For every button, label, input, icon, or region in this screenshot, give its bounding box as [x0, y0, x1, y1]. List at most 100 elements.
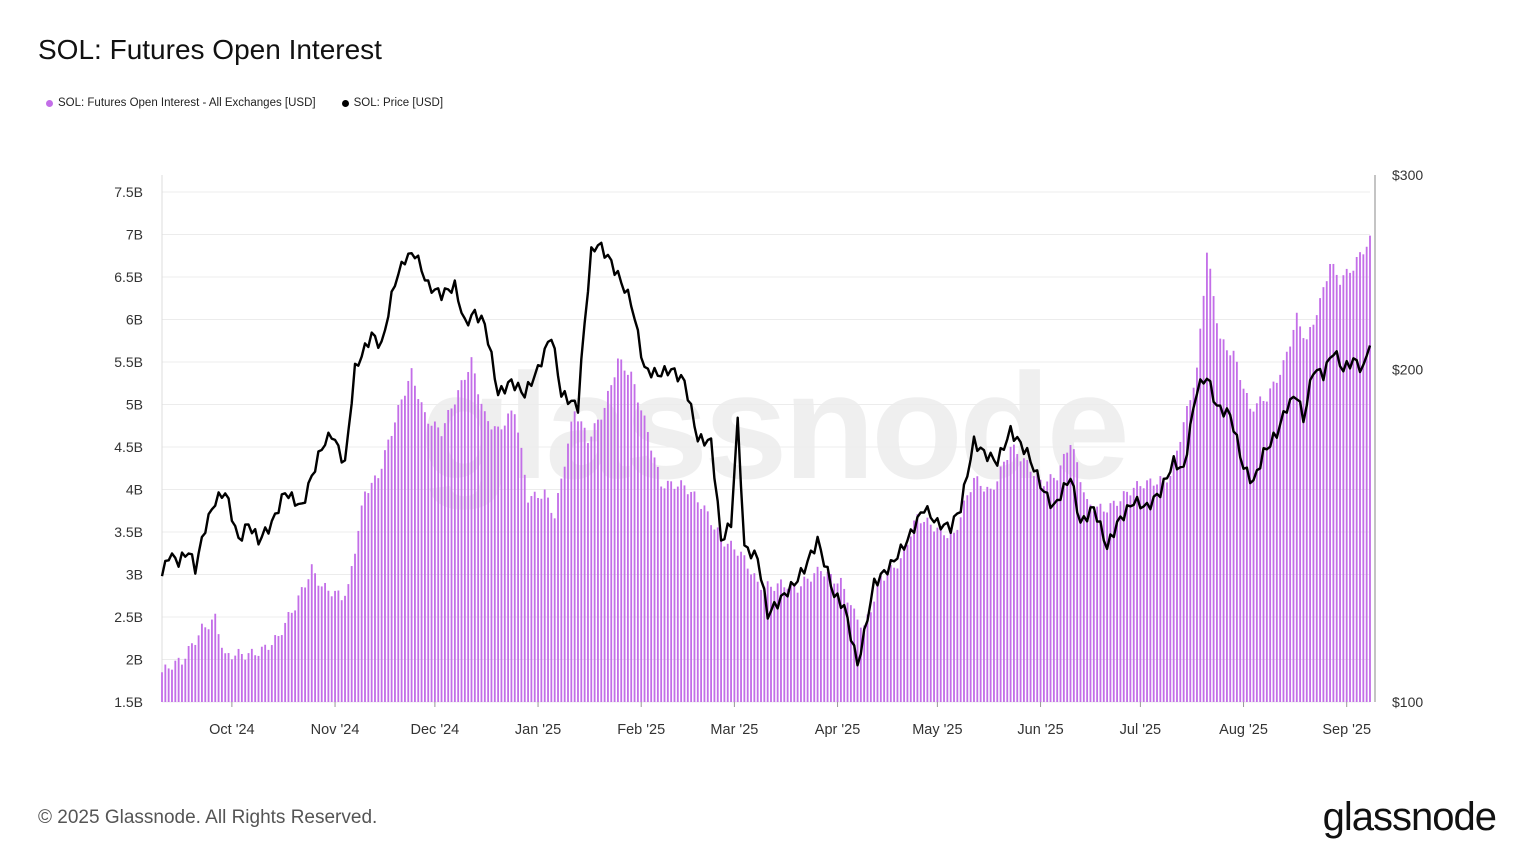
oi-bar	[899, 558, 902, 702]
oi-bar	[553, 518, 556, 702]
oi-bar	[663, 488, 666, 702]
y-tick-label: 3B	[126, 567, 143, 583]
oi-bar	[334, 590, 336, 702]
chart-title: SOL: Futures Open Interest	[38, 34, 382, 65]
brand-logo[interactable]: glassnode	[1322, 795, 1497, 839]
oi-bar	[310, 564, 313, 702]
oi-bar	[267, 649, 270, 702]
oi-bar	[1332, 263, 1335, 702]
oi-bar	[1089, 504, 1092, 702]
legend-item-price[interactable]: SOL: Price [USD]	[341, 97, 444, 109]
oi-bar	[567, 443, 569, 702]
oi-bar	[743, 555, 746, 702]
legend-item-open-interest[interactable]: SOL: Futures Open Interest - All Exchang…	[46, 97, 316, 109]
oi-bar	[237, 648, 240, 702]
x-tick-label: Oct '24	[209, 722, 254, 738]
y-tick-label: 6B	[126, 312, 143, 328]
oi-bar	[217, 634, 220, 702]
oi-bar	[550, 512, 553, 702]
oi-bar	[197, 635, 200, 702]
oi-bar	[1186, 406, 1188, 702]
oi-bar	[370, 482, 373, 702]
oi-bar	[340, 600, 343, 702]
oi-bar	[650, 450, 653, 702]
oi-bar	[1329, 264, 1331, 702]
oi-bar	[287, 612, 290, 702]
oi-bar	[1042, 486, 1045, 702]
oi-bar	[933, 531, 935, 702]
oi-bar	[1325, 281, 1328, 702]
oi-bar	[893, 567, 896, 702]
oi-bar	[936, 527, 939, 702]
oi-bar	[1182, 422, 1185, 702]
oi-bar	[420, 402, 423, 702]
y2-tick-label: $300	[1392, 167, 1423, 183]
oi-bar	[1119, 501, 1122, 702]
oi-bar	[320, 586, 323, 702]
oi-bar	[869, 612, 872, 702]
oi-bar	[500, 429, 503, 702]
oi-bar	[906, 544, 909, 702]
oi-bar	[1365, 246, 1368, 703]
oi-bar	[1082, 492, 1085, 702]
oi-bar	[493, 426, 496, 702]
oi-bar	[1219, 338, 1222, 702]
oi-bar	[387, 439, 390, 702]
oi-bar	[1112, 500, 1115, 702]
oi-bar	[616, 358, 619, 702]
oi-bar	[1126, 491, 1128, 702]
oi-bar	[896, 568, 899, 702]
oi-bar	[1149, 478, 1152, 702]
oi-bar	[1305, 339, 1308, 702]
oi-bar	[1235, 361, 1238, 702]
oi-bar	[1189, 400, 1192, 702]
oi-bar	[879, 576, 882, 702]
oi-bar	[969, 492, 972, 702]
oi-bar	[806, 578, 809, 702]
oi-bar	[963, 500, 965, 702]
oi-bar	[1339, 284, 1341, 702]
oi-bar	[1132, 487, 1135, 702]
oi-bar	[1036, 473, 1039, 702]
oi-bar	[786, 588, 789, 702]
oi-bar	[314, 573, 316, 702]
oi-bar	[986, 486, 989, 702]
oi-bar	[919, 523, 922, 702]
legend: SOL: Futures Open Interest - All Exchang…	[46, 97, 443, 109]
y-tick-label: 2.5B	[114, 609, 143, 625]
oi-bar	[1312, 324, 1315, 702]
oi-bar	[407, 380, 410, 702]
oi-bar	[1285, 351, 1288, 702]
oi-bar	[706, 511, 709, 702]
legend-label-price: SOL: Price [USD]	[353, 97, 444, 109]
oi-bar	[367, 493, 370, 702]
oi-bar	[560, 478, 563, 702]
oi-bar	[849, 605, 852, 702]
oi-bar	[996, 481, 999, 702]
oi-bar	[989, 488, 992, 702]
oi-bar	[660, 486, 663, 702]
oi-bar	[427, 423, 430, 702]
oi-bar	[800, 586, 802, 702]
oi-bar	[1003, 461, 1005, 702]
y-tick-label: 5.5B	[114, 354, 143, 370]
oi-bar	[1309, 327, 1312, 702]
oi-bar	[254, 655, 257, 702]
oi-bar	[377, 478, 380, 702]
oi-bar	[423, 412, 426, 702]
oi-bar	[813, 573, 816, 702]
oi-bar	[716, 527, 719, 702]
oi-bar	[1166, 482, 1168, 702]
oi-bar	[527, 502, 529, 702]
oi-bar	[457, 390, 460, 702]
x-tick-label: Jul '25	[1120, 722, 1161, 738]
oi-bar	[1079, 482, 1082, 702]
oi-bar	[1029, 471, 1032, 702]
oi-bar	[766, 581, 769, 702]
oi-bar	[1359, 252, 1361, 703]
oi-bar	[164, 664, 167, 702]
oi-bar	[207, 629, 210, 702]
oi-bar	[939, 526, 942, 702]
oi-bar	[410, 368, 413, 702]
